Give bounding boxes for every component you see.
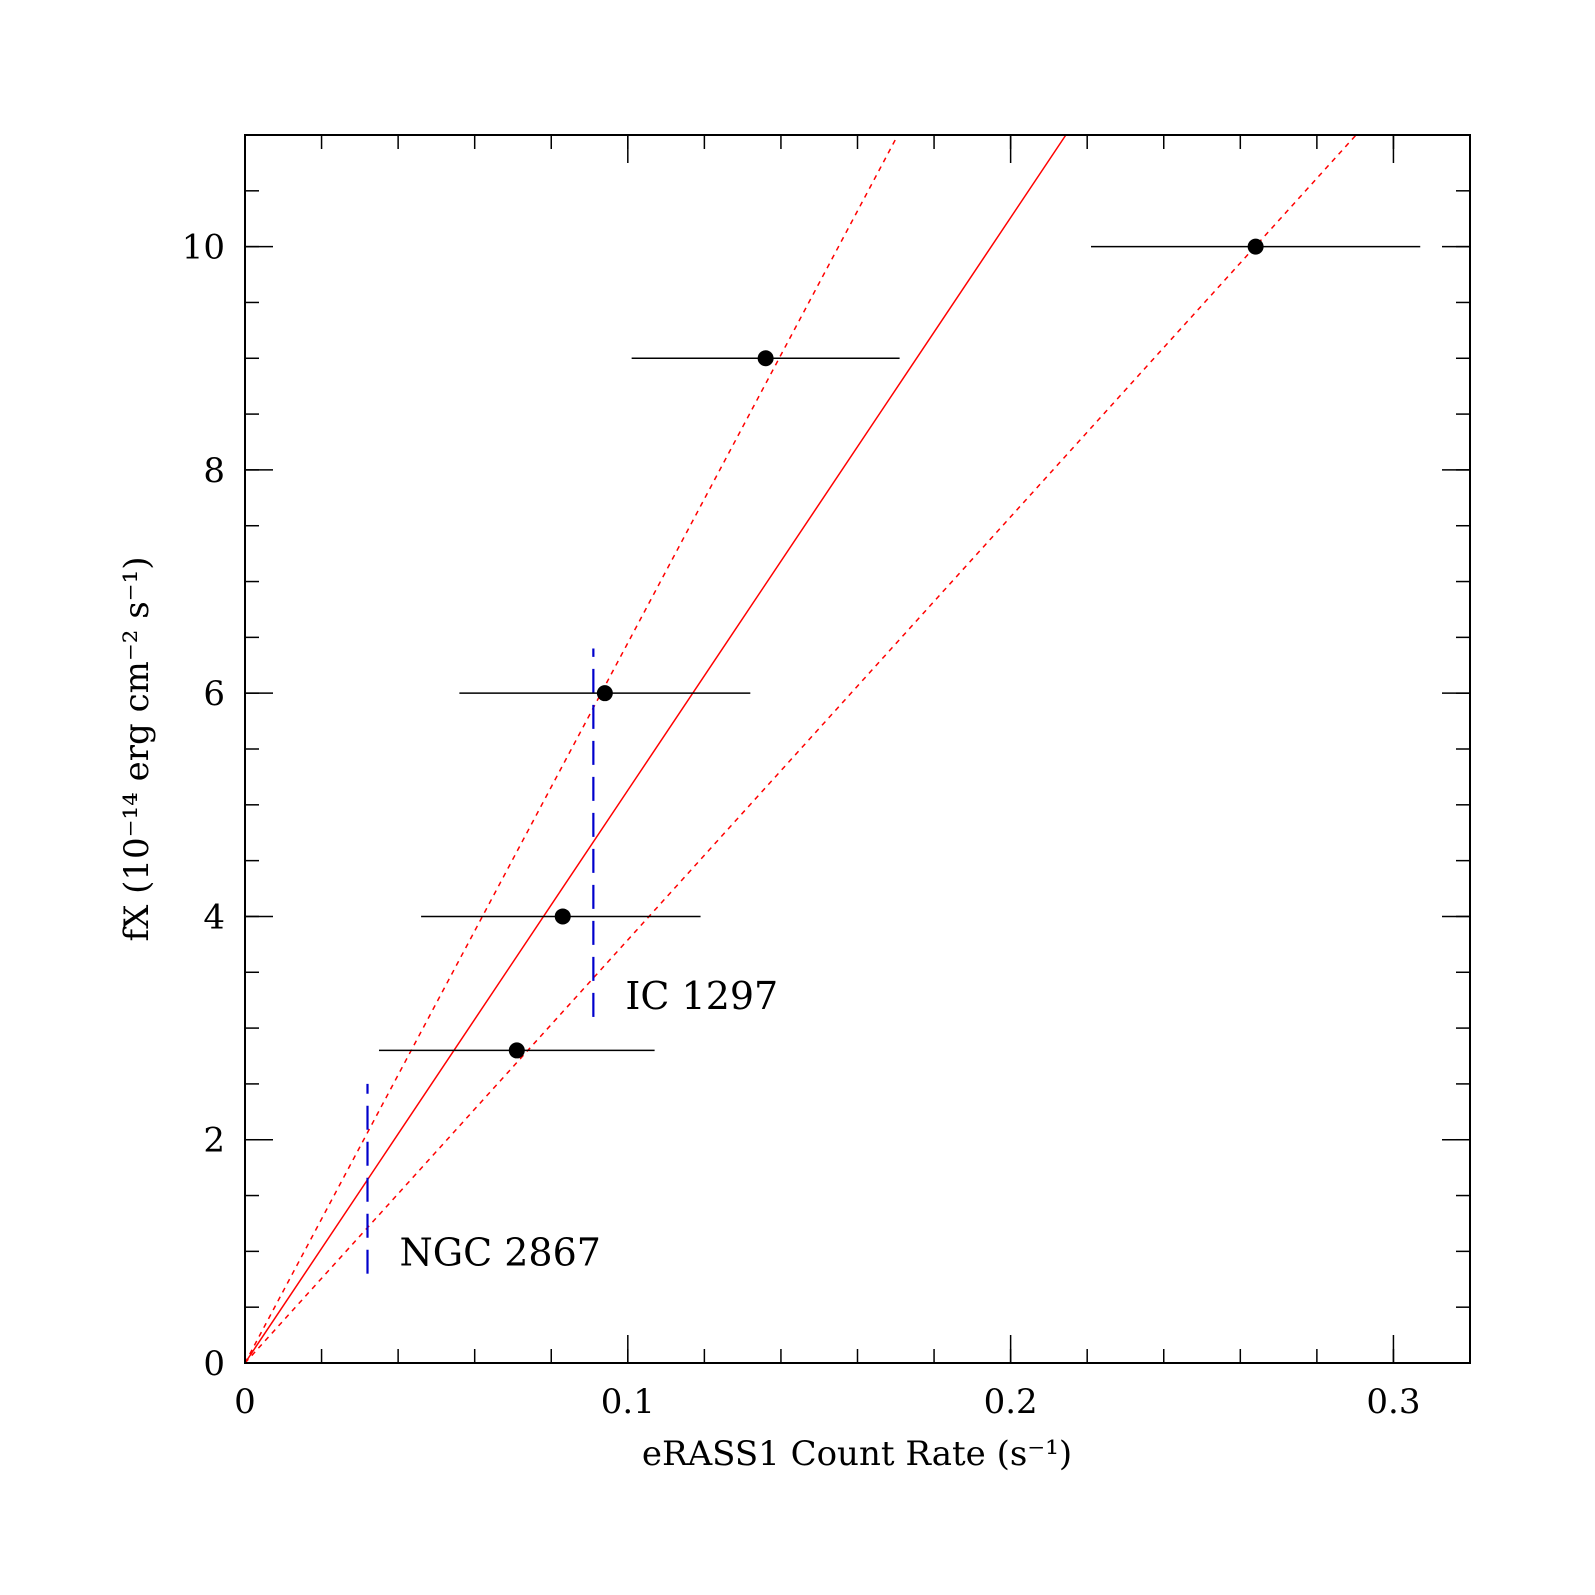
object-marker-label: IC 1297 <box>625 974 778 1018</box>
fit-lines-group <box>244 134 1357 1364</box>
y-tick-label: 6 <box>203 674 225 714</box>
data-point <box>596 685 613 702</box>
x-axis-title: eRASS1 Count Rate (s⁻¹) <box>642 1434 1072 1474</box>
y-tick-label: 10 <box>182 228 225 268</box>
bound-fit-line <box>244 134 1357 1364</box>
x-tick-label: 0 <box>234 1382 256 1422</box>
y-tick-label: 8 <box>203 451 225 491</box>
bound-fit-line <box>244 134 899 1364</box>
best-fit-line <box>244 134 1067 1364</box>
tick-labels-group: 0 0.1 0.2 0.3 0 2 4 6 8 10 <box>182 228 1421 1422</box>
x-tick-label: 0.1 <box>601 1382 655 1422</box>
plot-frame <box>244 134 1471 1364</box>
marker-labels-group: NGC 2867 IC 1297 <box>400 974 779 1275</box>
data-points-group <box>508 238 1264 1059</box>
x-tick-label: 0.2 <box>984 1382 1038 1422</box>
ticks-group <box>244 134 1471 1364</box>
data-point <box>1247 238 1264 255</box>
y-tick-label: 4 <box>203 897 225 937</box>
object-marker-label: NGC 2867 <box>400 1231 601 1275</box>
data-point <box>757 350 774 367</box>
object-markers-group <box>366 648 595 1274</box>
y-tick-label: 2 <box>203 1121 225 1161</box>
x-tick-label: 0.3 <box>1366 1382 1420 1422</box>
y-tick-label: 0 <box>203 1344 225 1384</box>
data-point <box>508 1042 525 1059</box>
y-axis-title: fX (10⁻¹⁴ erg cm⁻² s⁻¹) <box>117 556 157 941</box>
data-point <box>554 908 571 925</box>
